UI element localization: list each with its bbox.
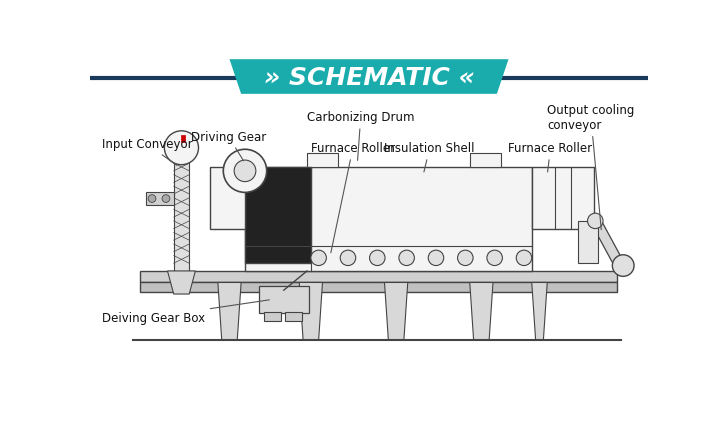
Circle shape (164, 132, 199, 165)
Bar (532, 168, 594, 229)
Circle shape (162, 195, 170, 203)
Text: Insulation Shell: Insulation Shell (384, 142, 475, 172)
Text: Furnace Roller: Furnace Roller (311, 142, 395, 253)
Polygon shape (218, 283, 241, 341)
Circle shape (369, 251, 385, 266)
Circle shape (223, 150, 266, 193)
Bar (174, 148, 189, 271)
Bar (140, 283, 617, 292)
Circle shape (458, 251, 473, 266)
Polygon shape (300, 283, 323, 341)
Polygon shape (230, 60, 508, 95)
Bar (264, 312, 282, 321)
Bar (245, 168, 311, 264)
Text: Driving Gear: Driving Gear (191, 130, 266, 161)
Circle shape (399, 251, 415, 266)
Text: Output cooling
conveyor: Output cooling conveyor (547, 104, 634, 230)
Bar (578, 221, 598, 264)
Circle shape (148, 195, 156, 203)
Polygon shape (590, 221, 629, 271)
Bar (210, 168, 245, 229)
Circle shape (341, 251, 356, 266)
Circle shape (311, 251, 326, 266)
Polygon shape (168, 271, 195, 295)
Circle shape (516, 251, 532, 266)
Bar (469, 154, 500, 168)
Text: Deiving Gear Box: Deiving Gear Box (102, 300, 269, 324)
Circle shape (487, 251, 503, 266)
Text: » SCHEMATIC «: » SCHEMATIC « (264, 66, 474, 90)
Bar (285, 312, 302, 321)
Text: Input Conveyor: Input Conveyor (102, 138, 192, 166)
Bar (307, 154, 338, 168)
Circle shape (612, 255, 634, 276)
Text: Furnace Roller: Furnace Roller (508, 142, 593, 172)
Circle shape (234, 161, 256, 182)
Polygon shape (384, 283, 408, 341)
Bar (140, 271, 617, 283)
Polygon shape (469, 283, 493, 341)
Text: Carbonizing Drum: Carbonizing Drum (307, 111, 415, 161)
Bar (145, 192, 174, 206)
Circle shape (428, 251, 444, 266)
Bar (181, 135, 184, 143)
Polygon shape (532, 283, 547, 341)
Bar (245, 168, 532, 271)
Circle shape (588, 214, 603, 229)
Bar (259, 287, 310, 313)
